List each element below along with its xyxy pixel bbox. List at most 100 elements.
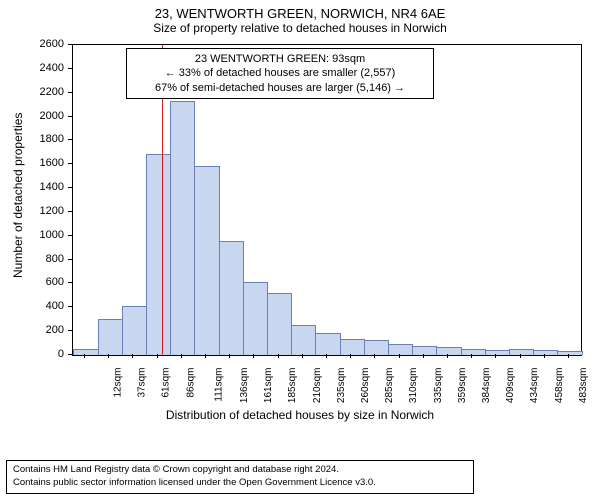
x-tick-label: 86sqm <box>185 368 196 398</box>
x-tick-label: 235sqm <box>336 368 347 404</box>
x-tick-mark <box>399 354 400 358</box>
y-tick-mark <box>68 259 72 260</box>
y-tick-label: 1800 <box>0 133 64 145</box>
histogram-bar <box>122 306 147 355</box>
x-tick-label: 409sqm <box>505 368 516 404</box>
y-tick-mark <box>68 354 72 355</box>
x-tick-mark <box>278 354 279 358</box>
y-tick-mark <box>68 282 72 283</box>
histogram-bar <box>291 325 316 355</box>
x-tick-label: 12sqm <box>113 368 124 398</box>
x-tick-mark <box>326 354 327 358</box>
histogram-bar <box>412 346 437 355</box>
annotation-line-2: ← 33% of detached houses are smaller (2,… <box>135 66 425 80</box>
histogram-bar <box>146 154 171 355</box>
y-tick-mark <box>68 330 72 331</box>
y-tick-mark <box>68 187 72 188</box>
y-tick-label: 2000 <box>0 110 64 122</box>
y-tick-mark <box>68 116 72 117</box>
x-tick-mark <box>157 354 158 358</box>
x-tick-mark <box>229 354 230 358</box>
x-tick-label: 111sqm <box>213 368 224 402</box>
x-tick-label: 37sqm <box>137 368 148 398</box>
x-tick-label: 260sqm <box>360 368 371 404</box>
histogram-bar <box>267 293 292 355</box>
x-tick-mark <box>568 354 569 358</box>
x-tick-mark <box>84 354 85 358</box>
histogram-bar <box>509 349 534 355</box>
x-tick-mark <box>447 354 448 358</box>
histogram-bar <box>170 101 195 355</box>
y-tick-label: 1600 <box>0 157 64 169</box>
x-tick-mark <box>520 354 521 358</box>
x-axis-label: Distribution of detached houses by size … <box>0 408 600 422</box>
y-tick-mark <box>68 92 72 93</box>
x-tick-label: 185sqm <box>288 368 299 404</box>
x-tick-label: 483sqm <box>578 368 589 404</box>
y-tick-mark <box>68 68 72 69</box>
chart-container: 23, WENTWORTH GREEN, NORWICH, NR4 6AE Si… <box>0 0 600 500</box>
annotation-box: 23 WENTWORTH GREEN: 93sqm ← 33% of detac… <box>126 48 434 99</box>
y-tick-label: 600 <box>0 276 64 288</box>
chart-title-1: 23, WENTWORTH GREEN, NORWICH, NR4 6AE <box>0 0 600 21</box>
histogram-bar <box>340 339 365 356</box>
histogram-bar <box>388 344 413 355</box>
x-tick-mark <box>302 354 303 358</box>
x-tick-label: 210sqm <box>312 368 323 404</box>
histogram-bar <box>315 333 340 355</box>
histogram-bar <box>73 349 98 355</box>
x-tick-label: 310sqm <box>408 368 419 404</box>
annotation-line-1: 23 WENTWORTH GREEN: 93sqm <box>135 52 425 66</box>
y-tick-mark <box>68 211 72 212</box>
x-tick-mark <box>495 354 496 358</box>
histogram-bar <box>243 282 268 355</box>
histogram-bar <box>98 319 123 355</box>
x-tick-mark <box>132 354 133 358</box>
y-tick-label: 1000 <box>0 229 64 241</box>
x-tick-mark <box>205 354 206 358</box>
y-tick-label: 1200 <box>0 205 64 217</box>
x-tick-mark <box>374 354 375 358</box>
y-tick-label: 2200 <box>0 86 64 98</box>
x-tick-label: 434sqm <box>529 368 540 404</box>
y-tick-label: 200 <box>0 324 64 336</box>
histogram-bar <box>194 166 219 355</box>
x-tick-mark <box>423 354 424 358</box>
x-tick-mark <box>544 354 545 358</box>
y-tick-label: 2400 <box>0 62 64 74</box>
histogram-bar <box>436 347 461 355</box>
x-tick-label: 458sqm <box>554 368 565 404</box>
footer-attribution: Contains HM Land Registry data © Crown c… <box>6 460 474 494</box>
footer-line-1: Contains HM Land Registry data © Crown c… <box>13 464 467 477</box>
histogram-bar <box>485 350 510 355</box>
annotation-line-3: 67% of semi-detached houses are larger (… <box>135 81 425 95</box>
y-tick-mark <box>68 235 72 236</box>
x-tick-label: 136sqm <box>239 368 250 404</box>
y-tick-label: 0 <box>0 348 64 360</box>
x-tick-label: 359sqm <box>457 368 468 404</box>
y-tick-label: 400 <box>0 300 64 312</box>
y-tick-mark <box>68 44 72 45</box>
histogram-bar <box>557 351 582 355</box>
x-tick-mark <box>471 354 472 358</box>
x-tick-label: 285sqm <box>384 368 395 404</box>
y-tick-mark <box>68 139 72 140</box>
y-tick-label: 1400 <box>0 181 64 193</box>
x-tick-mark <box>253 354 254 358</box>
x-tick-mark <box>181 354 182 358</box>
x-tick-label: 61sqm <box>161 368 172 398</box>
y-tick-mark <box>68 163 72 164</box>
histogram-bar <box>364 340 389 355</box>
y-tick-mark <box>68 306 72 307</box>
histogram-bar <box>219 241 244 355</box>
x-tick-label: 161sqm <box>263 368 274 404</box>
y-tick-label: 2600 <box>0 38 64 50</box>
histogram-bar <box>533 350 558 355</box>
histogram-bar <box>461 349 486 355</box>
x-tick-label: 335sqm <box>433 368 444 404</box>
x-tick-label: 384sqm <box>481 368 492 404</box>
chart-title-2: Size of property relative to detached ho… <box>0 21 600 35</box>
footer-line-2: Contains public sector information licen… <box>13 477 467 490</box>
x-tick-mark <box>108 354 109 358</box>
x-tick-mark <box>350 354 351 358</box>
